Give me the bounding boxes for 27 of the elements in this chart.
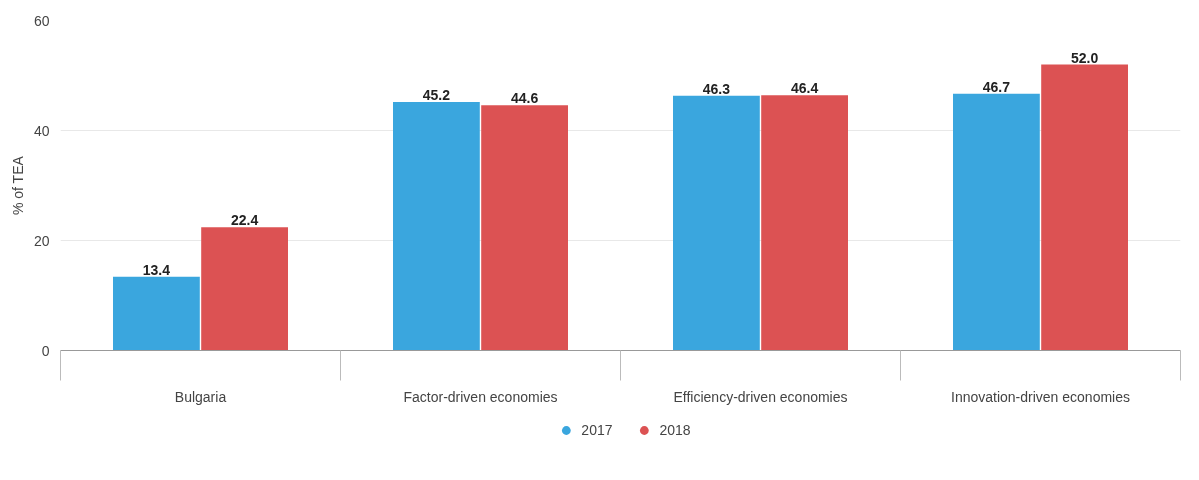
bar [481, 105, 568, 351]
x-tick-label: Bulgaria [174, 388, 227, 405]
y-axis-title: % of TEA [9, 155, 26, 216]
bar [953, 93, 1040, 351]
legend-label: 2018 [659, 421, 691, 438]
x-tick-label: Factor-driven economies [403, 388, 558, 405]
data-label: 44.6 [510, 90, 539, 107]
data-label: 13.4 [142, 261, 171, 278]
x-tick-label: Efficiency-driven economies [673, 388, 848, 405]
data-label: 46.4 [790, 80, 819, 97]
data-label: 45.2 [422, 86, 451, 103]
bar [201, 227, 288, 351]
y-tick-label: 40 [33, 122, 50, 139]
bar [1041, 64, 1128, 351]
bar [113, 276, 200, 351]
x-tick-label: Innovation-driven economies [951, 388, 1130, 405]
y-tick-label: 60 [33, 12, 50, 29]
data-label: 46.7 [982, 78, 1011, 95]
bar [761, 95, 848, 351]
y-tick-label: 0 [41, 342, 50, 359]
legend-label: 2017 [581, 421, 613, 438]
data-label: 46.3 [702, 80, 731, 97]
bar [393, 101, 480, 351]
data-label: 22.4 [230, 212, 259, 229]
data-label: 52.0 [1070, 49, 1099, 66]
y-tick-label: 20 [33, 232, 50, 249]
bar [673, 95, 760, 351]
